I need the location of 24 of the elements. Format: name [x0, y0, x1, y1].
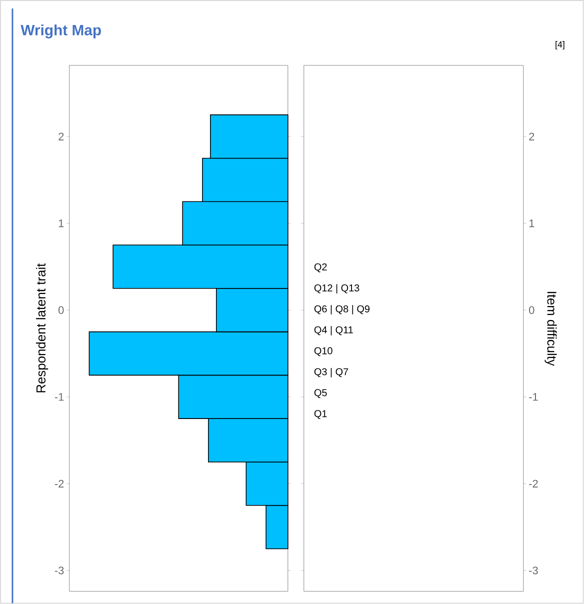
y-tick-label: -2: [55, 480, 64, 488]
text: Q2: [314, 263, 327, 272]
y2-tick-label: 0: [529, 306, 534, 314]
text: Q4 | Q11: [314, 326, 354, 336]
y2-tick-label: 1: [530, 220, 534, 228]
text: Q3 | Q7: [314, 368, 348, 378]
text: Q10: [314, 347, 332, 356]
y-tick-label: 1: [59, 220, 64, 228]
text: Q1: [314, 410, 327, 419]
y-axis-title: Respondent latent trait: [36, 263, 48, 392]
y-tick-label: 2: [58, 132, 64, 140]
y-tick-label: -1: [55, 393, 64, 401]
text: Q5: [314, 389, 327, 398]
y-tick-label: 0: [58, 306, 64, 314]
text: Q12 | Q13: [314, 284, 360, 294]
text: [4]: [556, 41, 564, 50]
text: Q6 | Q8 | Q9: [314, 305, 370, 314]
y2-tick-label: -1: [529, 393, 538, 401]
y2-tick-label: -3: [529, 566, 538, 574]
y2-tick-label: 2: [529, 132, 534, 140]
chart-title: Wright Map: [20, 24, 102, 38]
y2-axis-title: Item difficulty: [544, 292, 557, 366]
y2-tick-label: -2: [529, 480, 538, 488]
y-tick-label: -3: [55, 566, 64, 574]
